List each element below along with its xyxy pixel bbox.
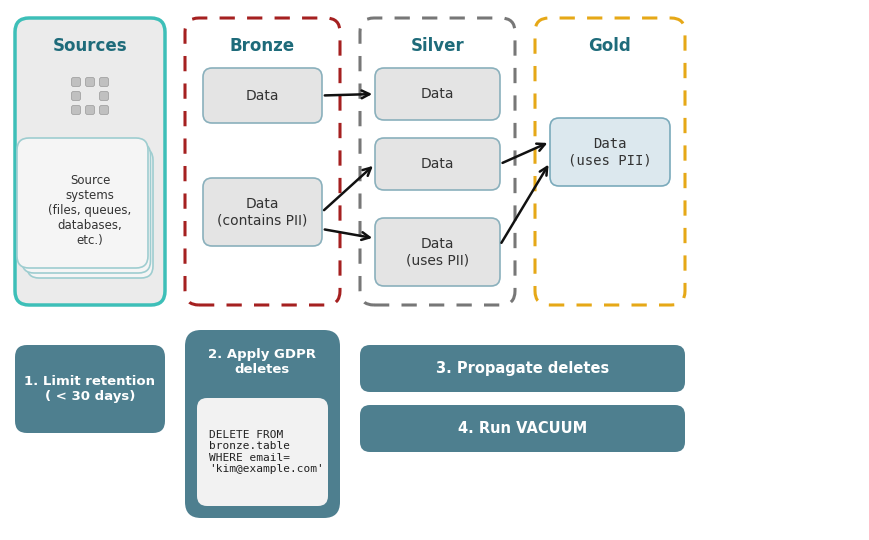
Text: 1. Limit retention
( < 30 days): 1. Limit retention ( < 30 days) (24, 375, 156, 403)
FancyBboxPatch shape (15, 345, 165, 433)
Text: Data: Data (245, 89, 279, 103)
FancyBboxPatch shape (85, 105, 95, 114)
FancyBboxPatch shape (27, 148, 153, 278)
Text: 4. Run VACUUM: 4. Run VACUUM (457, 421, 587, 436)
Text: Data: Data (421, 157, 454, 171)
FancyBboxPatch shape (85, 78, 95, 86)
FancyBboxPatch shape (99, 78, 109, 86)
FancyBboxPatch shape (185, 330, 340, 518)
Text: Data
(uses PII): Data (uses PII) (567, 137, 651, 167)
Text: 3. Propagate deletes: 3. Propagate deletes (435, 361, 608, 376)
FancyBboxPatch shape (22, 143, 150, 273)
Text: Data
(uses PII): Data (uses PII) (406, 237, 468, 267)
FancyBboxPatch shape (99, 105, 109, 114)
Text: DELETE FROM
bronze.table
WHERE email=
'kim@example.com': DELETE FROM bronze.table WHERE email= 'k… (209, 430, 323, 475)
FancyBboxPatch shape (202, 178, 322, 246)
Text: Bronze: Bronze (229, 37, 295, 55)
Text: Data
(contains PII): Data (contains PII) (217, 197, 308, 227)
FancyBboxPatch shape (202, 68, 322, 123)
Text: 2. Apply GDPR
deletes: 2. Apply GDPR deletes (209, 348, 316, 376)
FancyBboxPatch shape (375, 68, 500, 120)
FancyBboxPatch shape (17, 138, 148, 268)
FancyBboxPatch shape (360, 405, 684, 452)
Text: Data: Data (421, 87, 454, 101)
FancyBboxPatch shape (71, 78, 81, 86)
FancyBboxPatch shape (549, 118, 669, 186)
Text: Silver: Silver (410, 37, 464, 55)
Text: Gold: Gold (588, 37, 631, 55)
Text: Source
systems
(files, queues,
databases,
etc.): Source systems (files, queues, databases… (49, 173, 131, 246)
FancyBboxPatch shape (15, 18, 165, 305)
FancyBboxPatch shape (71, 105, 81, 114)
FancyBboxPatch shape (360, 345, 684, 392)
FancyBboxPatch shape (71, 91, 81, 100)
FancyBboxPatch shape (196, 398, 328, 506)
Text: Sources: Sources (53, 37, 127, 55)
FancyBboxPatch shape (99, 91, 109, 100)
FancyBboxPatch shape (375, 218, 500, 286)
FancyBboxPatch shape (375, 138, 500, 190)
